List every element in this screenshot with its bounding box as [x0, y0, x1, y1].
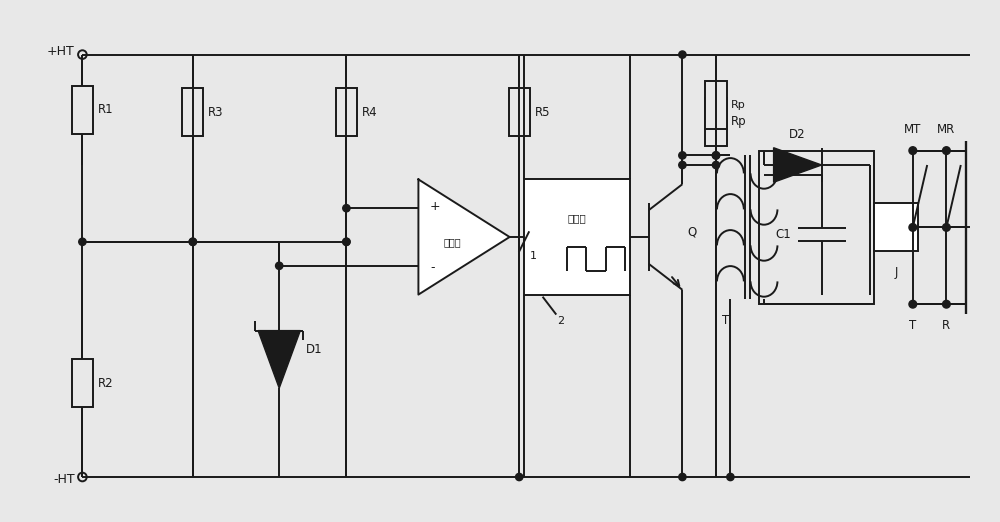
- Circle shape: [189, 238, 196, 245]
- Text: 2: 2: [558, 316, 565, 326]
- Text: C1: C1: [775, 228, 791, 241]
- Circle shape: [679, 152, 686, 159]
- Text: R: R: [942, 318, 950, 331]
- Text: D2: D2: [789, 128, 806, 141]
- Text: Rp: Rp: [731, 100, 746, 110]
- Circle shape: [516, 473, 523, 481]
- Text: Q: Q: [687, 226, 696, 239]
- Text: Rp: Rp: [731, 115, 747, 128]
- Bar: [705, 98, 727, 146]
- Circle shape: [679, 473, 686, 481]
- Circle shape: [712, 152, 720, 159]
- Circle shape: [909, 223, 917, 231]
- Text: R1: R1: [98, 103, 113, 116]
- Text: R4: R4: [362, 105, 377, 118]
- Circle shape: [943, 147, 950, 155]
- Bar: [509, 88, 530, 136]
- Text: R5: R5: [535, 105, 550, 118]
- Circle shape: [679, 51, 686, 58]
- Bar: [759, 151, 874, 304]
- Polygon shape: [258, 330, 300, 388]
- Bar: [72, 86, 93, 134]
- Text: 比较器: 比较器: [444, 237, 461, 247]
- Text: R3: R3: [208, 105, 224, 118]
- Circle shape: [679, 161, 686, 169]
- Bar: [705, 81, 727, 129]
- Bar: [182, 88, 203, 136]
- Text: D1: D1: [306, 343, 323, 357]
- Bar: [874, 204, 918, 252]
- Text: +: +: [430, 200, 441, 213]
- Text: -: -: [430, 261, 434, 274]
- Bar: [72, 360, 93, 407]
- Circle shape: [276, 262, 283, 269]
- Text: R2: R2: [98, 377, 113, 390]
- Text: +HT: +HT: [47, 45, 75, 58]
- Bar: [524, 180, 630, 294]
- Circle shape: [943, 300, 950, 308]
- Circle shape: [343, 238, 350, 245]
- Bar: [336, 88, 357, 136]
- Text: J: J: [894, 266, 898, 279]
- Circle shape: [343, 238, 350, 245]
- Text: 1: 1: [530, 252, 537, 262]
- Text: MT: MT: [904, 123, 921, 136]
- Text: T: T: [909, 318, 916, 331]
- Circle shape: [909, 300, 917, 308]
- Text: T: T: [722, 314, 729, 327]
- Text: 振荡器: 振荡器: [567, 213, 586, 223]
- Text: -HT: -HT: [53, 473, 75, 487]
- Polygon shape: [418, 180, 510, 294]
- Circle shape: [343, 205, 350, 212]
- Circle shape: [189, 238, 196, 245]
- Circle shape: [712, 161, 720, 169]
- Text: MR: MR: [937, 123, 956, 136]
- Circle shape: [712, 152, 720, 159]
- Circle shape: [943, 223, 950, 231]
- Circle shape: [909, 147, 917, 155]
- Polygon shape: [774, 148, 822, 182]
- Circle shape: [727, 473, 734, 481]
- Circle shape: [79, 238, 86, 245]
